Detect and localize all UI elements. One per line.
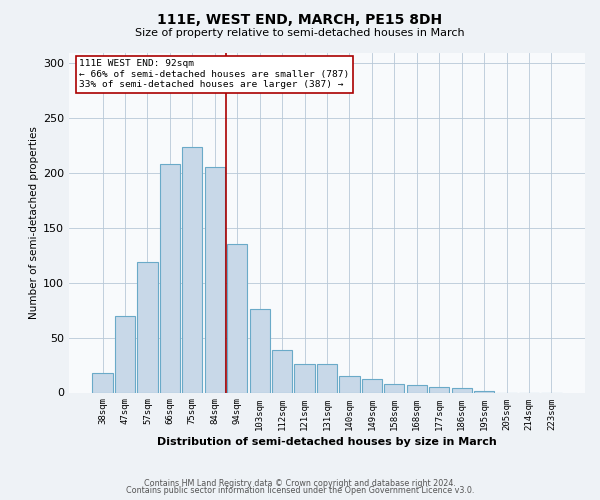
Bar — [205, 166, 225, 392]
Bar — [407, 385, 427, 392]
Bar — [227, 244, 247, 392]
Bar — [340, 376, 359, 392]
Bar — [295, 364, 314, 392]
X-axis label: Distribution of semi-detached houses by size in March: Distribution of semi-detached houses by … — [157, 436, 497, 446]
Text: 111E, WEST END, MARCH, PE15 8DH: 111E, WEST END, MARCH, PE15 8DH — [157, 12, 443, 26]
Y-axis label: Number of semi-detached properties: Number of semi-detached properties — [29, 126, 39, 319]
Bar — [317, 364, 337, 392]
Bar — [452, 388, 472, 392]
Text: Size of property relative to semi-detached houses in March: Size of property relative to semi-detach… — [135, 28, 465, 38]
Text: Contains HM Land Registry data © Crown copyright and database right 2024.: Contains HM Land Registry data © Crown c… — [144, 478, 456, 488]
Bar — [92, 373, 113, 392]
Bar — [137, 262, 158, 392]
Text: Contains public sector information licensed under the Open Government Licence v3: Contains public sector information licen… — [126, 486, 474, 495]
Bar — [160, 164, 180, 392]
Bar — [272, 350, 292, 393]
Text: 111E WEST END: 92sqm
← 66% of semi-detached houses are smaller (787)
33% of semi: 111E WEST END: 92sqm ← 66% of semi-detac… — [79, 60, 350, 89]
Bar — [384, 384, 404, 392]
Bar — [250, 309, 270, 392]
Bar — [362, 380, 382, 392]
Bar — [115, 316, 135, 392]
Bar — [429, 387, 449, 392]
Bar — [182, 147, 202, 392]
